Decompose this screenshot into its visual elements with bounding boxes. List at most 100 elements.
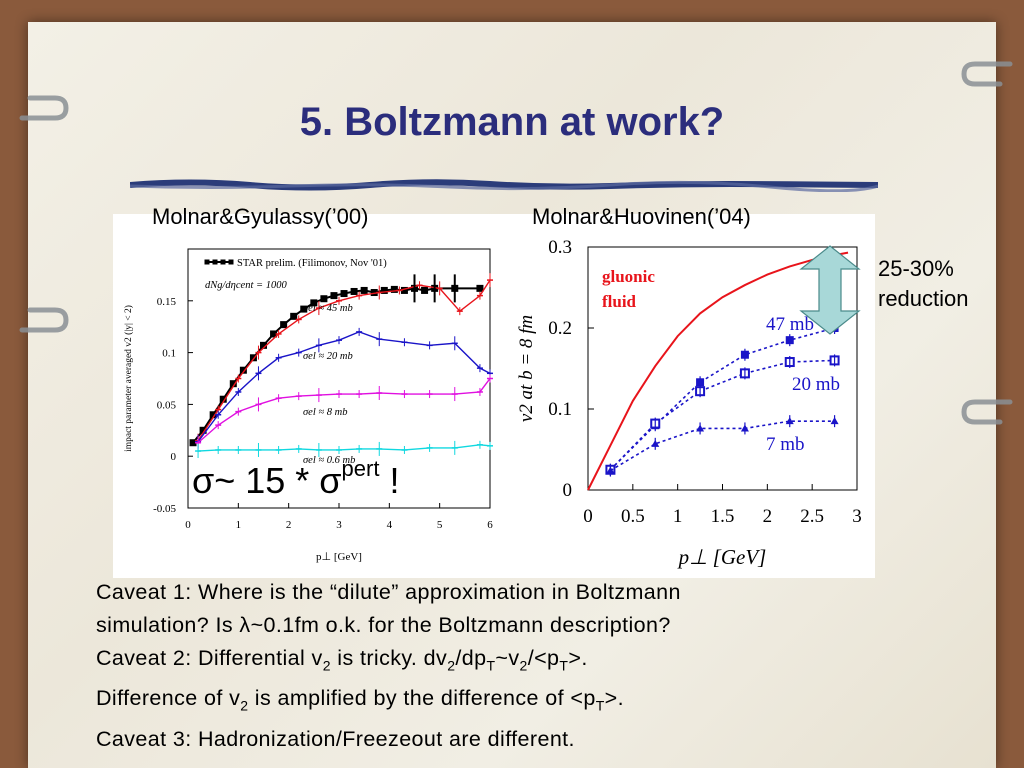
- x-tick-label: 0.5: [621, 506, 645, 527]
- x-tick-label: 1: [236, 519, 242, 531]
- x-tick-label: 2: [286, 519, 292, 531]
- subscript: 2: [240, 697, 249, 714]
- title-divider: [130, 179, 878, 192]
- series-20mb: [605, 354, 840, 476]
- caveat-text: /dp: [455, 646, 487, 670]
- reduction-line-1: 25-30%: [878, 256, 954, 281]
- caveat-2-line-2: Difference of v2 is amplified by the dif…: [96, 682, 996, 722]
- y-tick-label: 0.1: [548, 399, 572, 420]
- left-chart-marks: [189, 273, 493, 459]
- gluonic-label-line1: gluonic: [602, 267, 655, 286]
- left-legend: STAR prelim. (Filimonov, Nov '01) dNg/dηc…: [204, 258, 387, 291]
- caveat-2-line-1: Caveat 2: Differential v2 is tricky. dv2…: [96, 642, 996, 682]
- y-tick-label: 0.2: [548, 318, 572, 339]
- sigma-annotation: σ~ 15 * σpert !: [192, 456, 400, 502]
- sigma-text: σ~ 15 * σ: [192, 460, 342, 501]
- annotation-0: σel ≈ 45 mb: [303, 303, 353, 314]
- right-chart-text: 0 0.5 1 1.5 2 2.5 3 0 0.1 0.2 0.3 p⊥ [GeV] v2 at b =…: [516, 237, 862, 569]
- legend-marker: [220, 259, 226, 265]
- paper-clip-top-left: [19, 95, 69, 121]
- y-tick-label: 0: [563, 480, 573, 501]
- subscript: 2: [519, 657, 528, 674]
- x-tick-label: 1: [673, 506, 683, 527]
- caveat-3: Caveat 3: Hadronization/Freezeout are di…: [96, 726, 575, 751]
- annotation-1: σel ≈ 20 mb: [303, 351, 353, 362]
- series-06mb: [195, 440, 493, 459]
- series-45mb-line: [197, 279, 491, 442]
- right-chart-marks: [587, 245, 861, 491]
- figure-area: [113, 214, 875, 578]
- x-axis-label: p⊥ [GeV]: [316, 551, 362, 563]
- caveats-block: Caveat 1: Where is the “dilute” approxim…: [96, 576, 996, 756]
- caveat-text: Difference of v: [96, 686, 241, 711]
- subscript: T: [486, 657, 496, 674]
- subscript: T: [559, 657, 569, 674]
- subscript: T: [595, 697, 605, 714]
- data-point: [421, 286, 429, 294]
- caveat-text: /<p: [527, 646, 560, 670]
- right-panel-label: Molnar&Huovinen(’04): [532, 204, 751, 229]
- data-point: [209, 411, 217, 419]
- caveat-text: Caveat 2: Differential v: [96, 646, 323, 670]
- series-7mb-line: [610, 420, 835, 472]
- data-point: [199, 426, 207, 434]
- caveat-text: simulation? Is: [96, 613, 240, 637]
- x-tick-label: 0: [583, 506, 593, 527]
- data-point: [229, 380, 237, 388]
- annotation-3: σel ≈ 0.6 mb: [303, 455, 355, 466]
- annotation-2: σel ≈ 8 mb: [303, 407, 347, 418]
- data-point: [350, 287, 358, 295]
- data-point: [360, 286, 368, 294]
- x-tick-label: 2.5: [800, 506, 824, 527]
- caveat-text: ~v: [495, 646, 520, 670]
- series-20mb-line: [197, 331, 491, 443]
- x-tick-label: 1.5: [711, 506, 735, 527]
- paper-clip-mid-left: [19, 307, 69, 333]
- sigma-exclaim: !: [379, 460, 400, 501]
- y-axis-label: v2 at b = 8 fm: [516, 315, 537, 422]
- legend-marker: [212, 259, 218, 265]
- caveat-text: >.: [568, 646, 588, 670]
- data-point: [219, 395, 227, 403]
- data-point: [390, 285, 398, 293]
- y-tick-label: 0.3: [548, 237, 572, 258]
- annotation-7mb: 7 mb: [766, 434, 805, 455]
- series-47mb-line: [609, 327, 835, 471]
- data-point: [280, 321, 288, 329]
- reduction-line-2: reduction: [878, 286, 969, 311]
- data-point: [340, 290, 348, 298]
- y-axis-label: impact parameter averaged v2 (|y| < 2): [123, 305, 134, 452]
- gluonic-label-line2: fluid: [602, 292, 637, 311]
- x-tick-label: 0: [185, 519, 191, 531]
- y-tick-label: 0.1: [162, 348, 176, 360]
- annotation-47mb: 47 mb: [766, 314, 814, 335]
- caveat-1-line-2: simulation? Is λ~0.1fm o.k. for the Bolt…: [96, 609, 996, 642]
- left-chart: 0 1 2 3 4 5 6 -0.05 0 0.05 0.1 0.15 p⊥ [GeV] impact p…: [123, 248, 493, 563]
- left-panel-label: Molnar&Gyulassy(’00): [152, 204, 369, 229]
- legend-entry-dndeta: dNg/dηcent = 1000: [205, 280, 287, 291]
- data-point: [400, 286, 408, 294]
- data-point: [290, 312, 298, 320]
- data-point: [370, 289, 378, 297]
- data-point: [270, 330, 278, 338]
- series-20mb: [195, 327, 493, 449]
- gluonic-fluid-label: gluonic fluid: [602, 267, 655, 311]
- slide-title: 5. Boltzmann at work?: [299, 100, 725, 144]
- caveat-text: is tricky. dv: [330, 646, 448, 670]
- paper-clip-top-right: [961, 61, 1013, 87]
- legend-entry-star: STAR prelim. (Filimonov, Nov '01): [237, 258, 387, 269]
- right-chart-axes: [587, 246, 858, 491]
- y-tick-label: 0.05: [157, 399, 177, 411]
- x-tick-label: 4: [387, 519, 393, 531]
- x-tick-label: 6: [487, 519, 493, 531]
- x-tick-label: 2: [763, 506, 773, 527]
- subscript: 2: [322, 657, 331, 674]
- lambda-symbol: λ: [239, 613, 251, 637]
- series-8mb: [195, 374, 493, 450]
- y-tick-label: 0.15: [157, 296, 177, 308]
- data-point: [249, 354, 257, 362]
- x-tick-label: 3: [852, 506, 862, 527]
- left-chart-text: 0 1 2 3 4 5 6 -0.05 0 0.05 0.1 0.15 p⊥ [GeV] impact p…: [123, 258, 493, 563]
- data-point: [380, 286, 388, 294]
